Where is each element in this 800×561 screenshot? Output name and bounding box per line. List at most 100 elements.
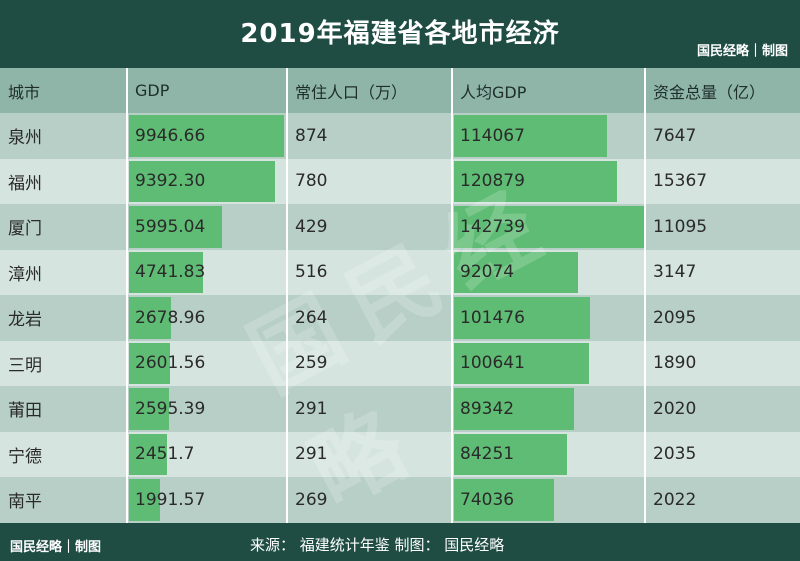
gdp-per-capita-bar: [454, 388, 575, 430]
cell-value: 南平: [8, 492, 42, 513]
column-divider: [644, 249, 646, 295]
cell-value: 780: [295, 171, 328, 192]
table-row: 宁德 2451.7 291 84251 2035: [0, 431, 800, 478]
column-divider: [286, 204, 288, 250]
column-divider: [644, 477, 646, 523]
column-divider: [286, 340, 288, 386]
cell-value: 142739: [460, 216, 525, 237]
column-divider: [451, 68, 453, 113]
header-city: 城市: [8, 82, 41, 102]
cell-value: 9946.66: [135, 125, 206, 146]
gdp-per-capita-bar: [454, 251, 578, 293]
cell-value: 269: [295, 489, 328, 510]
cell-gdp: 2451.7: [127, 432, 287, 478]
cell-value: 264: [295, 307, 328, 328]
column-divider: [451, 249, 453, 295]
footer-source: 来源： 福建统计年鉴 制图： 国民经略: [250, 536, 505, 554]
header-population: 常住人口（万）: [295, 82, 408, 102]
cell-city: 宁德: [0, 432, 127, 478]
cell-gdp-per-capita: 74036: [452, 477, 645, 523]
cell-population: 259: [287, 341, 452, 387]
cell-value: 74036: [460, 489, 515, 510]
column-divider: [286, 158, 288, 204]
cell-city: 龙岩: [0, 295, 127, 341]
cell-value: 11095: [653, 216, 708, 237]
column-divider: [286, 249, 288, 295]
cell-gdp: 9392.30: [127, 159, 287, 205]
column-divider: [126, 204, 128, 250]
header-gdp-per-capita: 人均GDP: [460, 82, 527, 102]
cell-funds: 15367: [645, 159, 800, 205]
cell-population: 874: [287, 113, 452, 159]
gdp-bar: [129, 479, 161, 521]
column-divider: [451, 158, 453, 204]
cell-funds: 2035: [645, 432, 800, 478]
gdp-bar: [129, 297, 171, 339]
gdp-per-capita-bar: [454, 115, 608, 157]
cell-value: 429: [295, 216, 328, 237]
cell-population: 291: [287, 432, 452, 478]
cell-value: 516: [295, 262, 328, 283]
column-divider: [644, 386, 646, 432]
cell-funds: 1890: [645, 341, 800, 387]
gdp-per-capita-bar: [454, 160, 617, 202]
cell-population: 291: [287, 386, 452, 432]
gdp-bar: [129, 206, 223, 248]
cell-gdp: 5995.04: [127, 204, 287, 250]
cell-value: 漳州: [8, 264, 42, 285]
cell-value: 101476: [460, 307, 525, 328]
cell-value: 84251: [460, 444, 515, 465]
header-gdp: GDP: [135, 81, 170, 100]
table-row: 漳州 4741.83 516 92074 3147: [0, 249, 800, 296]
cell-gdp-per-capita: 84251: [452, 432, 645, 478]
cell-value: 2095: [653, 307, 697, 328]
gdp-bar: [129, 433, 168, 475]
cell-funds: 2020: [645, 386, 800, 432]
cell-gdp-per-capita: 100641: [452, 341, 645, 387]
cell-funds: 2095: [645, 295, 800, 341]
cell-gdp-per-capita: 92074: [452, 250, 645, 296]
cell-value: 三明: [8, 355, 42, 376]
brand-label: 国民经略｜制图: [696, 44, 788, 59]
column-divider: [126, 431, 128, 477]
column-divider: [451, 386, 453, 432]
cell-value: 291: [295, 398, 328, 419]
footer: 国民经略｜制图 来源： 福建统计年鉴 制图： 国民经略: [0, 528, 800, 561]
column-divider: [126, 477, 128, 523]
cell-population: 264: [287, 295, 452, 341]
table-row: 福州 9392.30 780 120879 15367: [0, 158, 800, 205]
column-divider: [451, 477, 453, 523]
column-divider: [451, 340, 453, 386]
column-divider: [286, 431, 288, 477]
header-funds: 资金总量（亿）: [653, 82, 766, 102]
cell-value: 莆田: [8, 401, 42, 422]
cell-funds: 2022: [645, 477, 800, 523]
gdp-bar: [129, 342, 170, 384]
cell-city: 三明: [0, 341, 127, 387]
gdp-bar: [129, 251, 203, 293]
cell-gdp: 1991.57: [127, 477, 287, 523]
cell-gdp-per-capita: 120879: [452, 159, 645, 205]
column-divider: [286, 477, 288, 523]
column-divider: [286, 113, 288, 159]
column-divider: [644, 431, 646, 477]
cell-value: 4741.83: [135, 262, 206, 283]
cell-funds: 7647: [645, 113, 800, 159]
gdp-per-capita-bar: [454, 297, 591, 339]
cell-value: 2020: [653, 398, 697, 419]
cell-value: 1991.57: [135, 489, 206, 510]
column-divider: [451, 431, 453, 477]
column-divider: [451, 204, 453, 250]
table-row: 泉州 9946.66 874 114067 7647: [0, 113, 800, 159]
column-divider: [644, 68, 646, 113]
gdp-per-capita-bar: [454, 342, 590, 384]
cell-gdp: 9946.66: [127, 113, 287, 159]
data-table: 城市 GDP 常住人口（万） 人均GDP 资金总量（亿） 泉州 9946.66 874 114…: [0, 68, 800, 528]
cell-value: 9392.30: [135, 171, 206, 192]
column-divider: [126, 68, 128, 113]
cell-gdp: 4741.83: [127, 250, 287, 296]
table-row: 龙岩 2678.96 264 101476 2095: [0, 295, 800, 341]
cell-value: 114067: [460, 125, 525, 146]
column-divider: [644, 113, 646, 159]
cell-value: 5995.04: [135, 216, 206, 237]
